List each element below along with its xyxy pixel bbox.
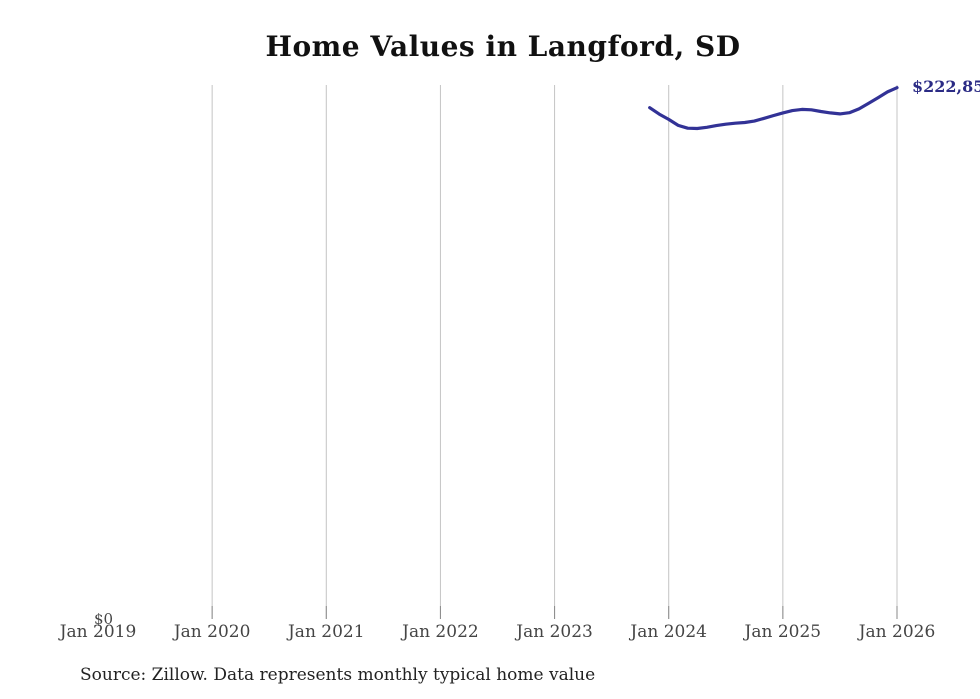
x-axis-tick-label: Jan 2020 [173,622,251,642]
y-axis-zero-label: $0 [94,610,114,628]
chart-title: Home Values in Langford, SD [265,30,741,63]
x-axis-tick-label: Jan 2021 [287,622,365,642]
latest-value-label: $222,855 [912,76,980,96]
x-axis-tick-label: Jan 2023 [516,622,593,642]
x-axis-tick-label: Jan 2024 [630,622,707,642]
x-axis-tick-label: Jan 2022 [402,622,479,642]
source-note: Source: Zillow. Data represents monthly … [80,665,596,685]
x-axis-tick-label: Jan 2025 [744,622,822,642]
x-axis-tick-label: Jan 2019 [59,622,137,642]
gridlines [211,85,898,619]
x-axis-tick-label: Jan 2026 [858,622,936,642]
home-value-line-series [648,86,899,131]
